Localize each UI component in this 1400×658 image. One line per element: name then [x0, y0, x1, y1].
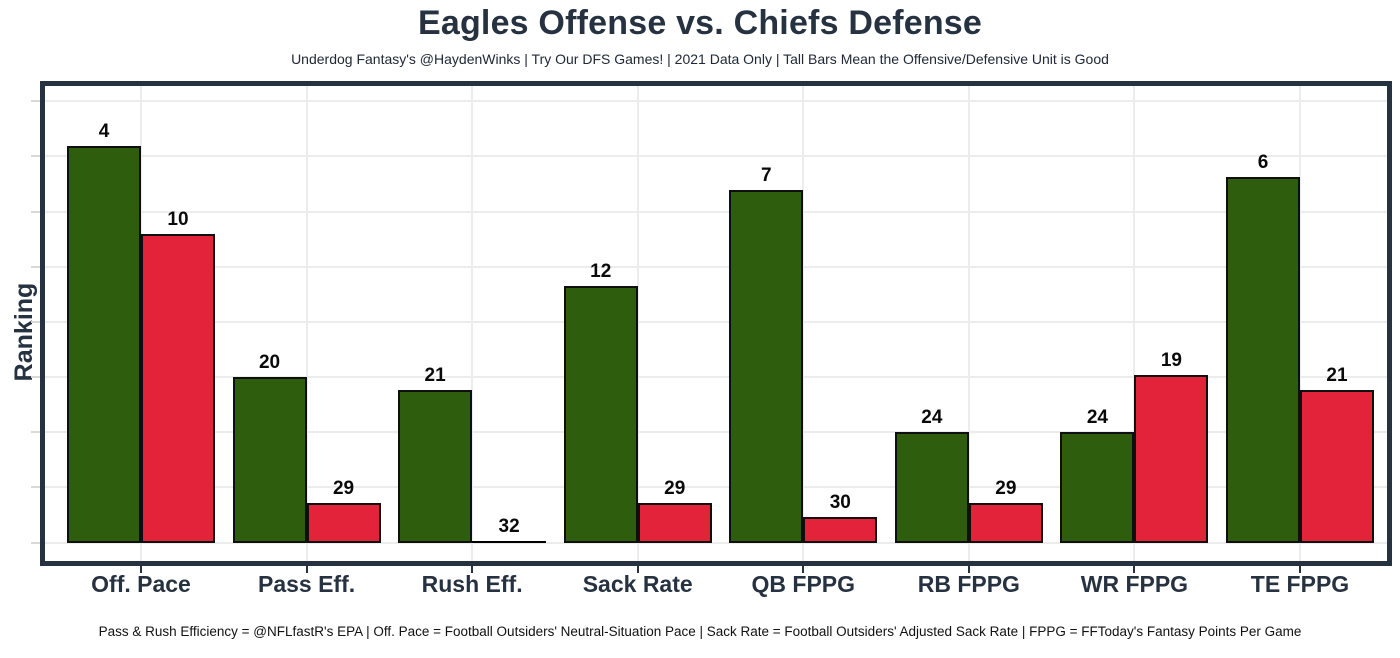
offense-bar	[232, 376, 307, 543]
x-axis-tick	[802, 566, 805, 573]
offense-bar	[67, 146, 141, 543]
horizontal-gridline	[45, 376, 1387, 379]
y-axis-tick	[31, 376, 40, 379]
bar-value-label: 19	[1160, 350, 1182, 372]
x-axis-tick	[636, 566, 639, 573]
x-axis-tick	[1133, 566, 1136, 573]
horizontal-gridline	[45, 100, 1387, 103]
defense-bar	[472, 540, 547, 543]
category-label: Rush Eff.	[421, 571, 523, 597]
defense-bar	[306, 502, 381, 543]
bar-value-label: 29	[332, 477, 355, 499]
offense-bar	[1060, 432, 1135, 543]
y-axis-tick	[31, 320, 40, 323]
defense-bar	[1134, 375, 1209, 543]
plot-panel-border	[40, 81, 1392, 566]
y-axis-tick	[31, 210, 40, 213]
y-axis-tick	[31, 541, 40, 544]
offense-bar	[1225, 177, 1300, 543]
vertical-gridline	[471, 86, 474, 561]
horizontal-gridline	[45, 210, 1387, 213]
vertical-gridline	[967, 86, 970, 561]
y-axis-tick	[31, 265, 40, 268]
plot-area: 4 10 20 29 21 32 12 29 7 30 24 29 24 19 6 21	[45, 86, 1387, 561]
bar-value-label: 24	[1086, 407, 1108, 429]
bar-value-label: 30	[829, 492, 851, 514]
chart-title: Eagles Offense vs. Chiefs Defense	[417, 4, 983, 42]
vertical-gridline	[305, 86, 308, 561]
x-axis-tick	[1298, 566, 1301, 573]
y-axis-tick	[31, 431, 40, 434]
bar-value-label: 29	[995, 477, 1017, 499]
bar-value-label: 20	[258, 351, 281, 373]
x-axis-tick	[471, 566, 474, 573]
y-axis-tick	[31, 100, 40, 103]
defense-bar	[968, 502, 1043, 543]
bar-value-label: 21	[1326, 364, 1348, 386]
bar-value-label: 12	[590, 261, 612, 283]
horizontal-gridline	[45, 541, 1387, 544]
defense-bar	[1299, 389, 1374, 543]
bar-value-label: 24	[921, 407, 943, 429]
vertical-gridline	[802, 86, 805, 561]
chart-footnote: Pass & Rush Efficiency = @NFLfastR's EPA…	[98, 624, 1302, 639]
horizontal-gridline	[45, 320, 1387, 323]
bar-value-label: 10	[167, 208, 189, 230]
vertical-gridline	[1133, 86, 1136, 561]
bar-value-label: 29	[664, 477, 686, 499]
y-axis-tick	[31, 486, 40, 489]
horizontal-gridline	[45, 431, 1387, 434]
category-label: RB FPPG	[917, 571, 1020, 597]
offense-bar	[894, 432, 969, 543]
defense-bar	[141, 233, 215, 543]
chart-subtitle: Underdog Fantasy's @HaydenWinks | Try Ou…	[291, 51, 1109, 67]
bar-value-label: 6	[1257, 152, 1269, 174]
defense-bar	[803, 517, 878, 543]
offense-bar	[563, 286, 638, 543]
horizontal-gridline	[45, 265, 1387, 268]
y-axis-tick	[31, 155, 40, 158]
category-label: QB FPPG	[751, 571, 856, 597]
defense-bar	[637, 502, 712, 543]
y-axis-label: Ranking	[10, 282, 38, 382]
bar-value-label: 4	[98, 121, 110, 143]
offense-bar	[729, 189, 804, 543]
vertical-gridline	[1298, 86, 1301, 561]
x-axis-tick	[305, 566, 308, 573]
horizontal-gridline	[45, 486, 1387, 489]
category-label: Pass Eff.	[257, 571, 356, 597]
category-label: TE FPPG	[1250, 571, 1350, 597]
category-label: Sack Rate	[582, 571, 693, 597]
bar-value-label: 32	[498, 515, 520, 537]
bar-value-label: 21	[424, 364, 446, 386]
bar-value-label: 7	[760, 164, 772, 186]
vertical-gridline	[636, 86, 639, 561]
horizontal-gridline	[45, 155, 1387, 158]
x-axis-tick	[140, 566, 142, 573]
x-axis-tick	[967, 566, 970, 573]
category-label: WR FPPG	[1080, 571, 1189, 597]
offense-bar	[398, 389, 473, 543]
category-label: Off. Pace	[91, 571, 191, 597]
